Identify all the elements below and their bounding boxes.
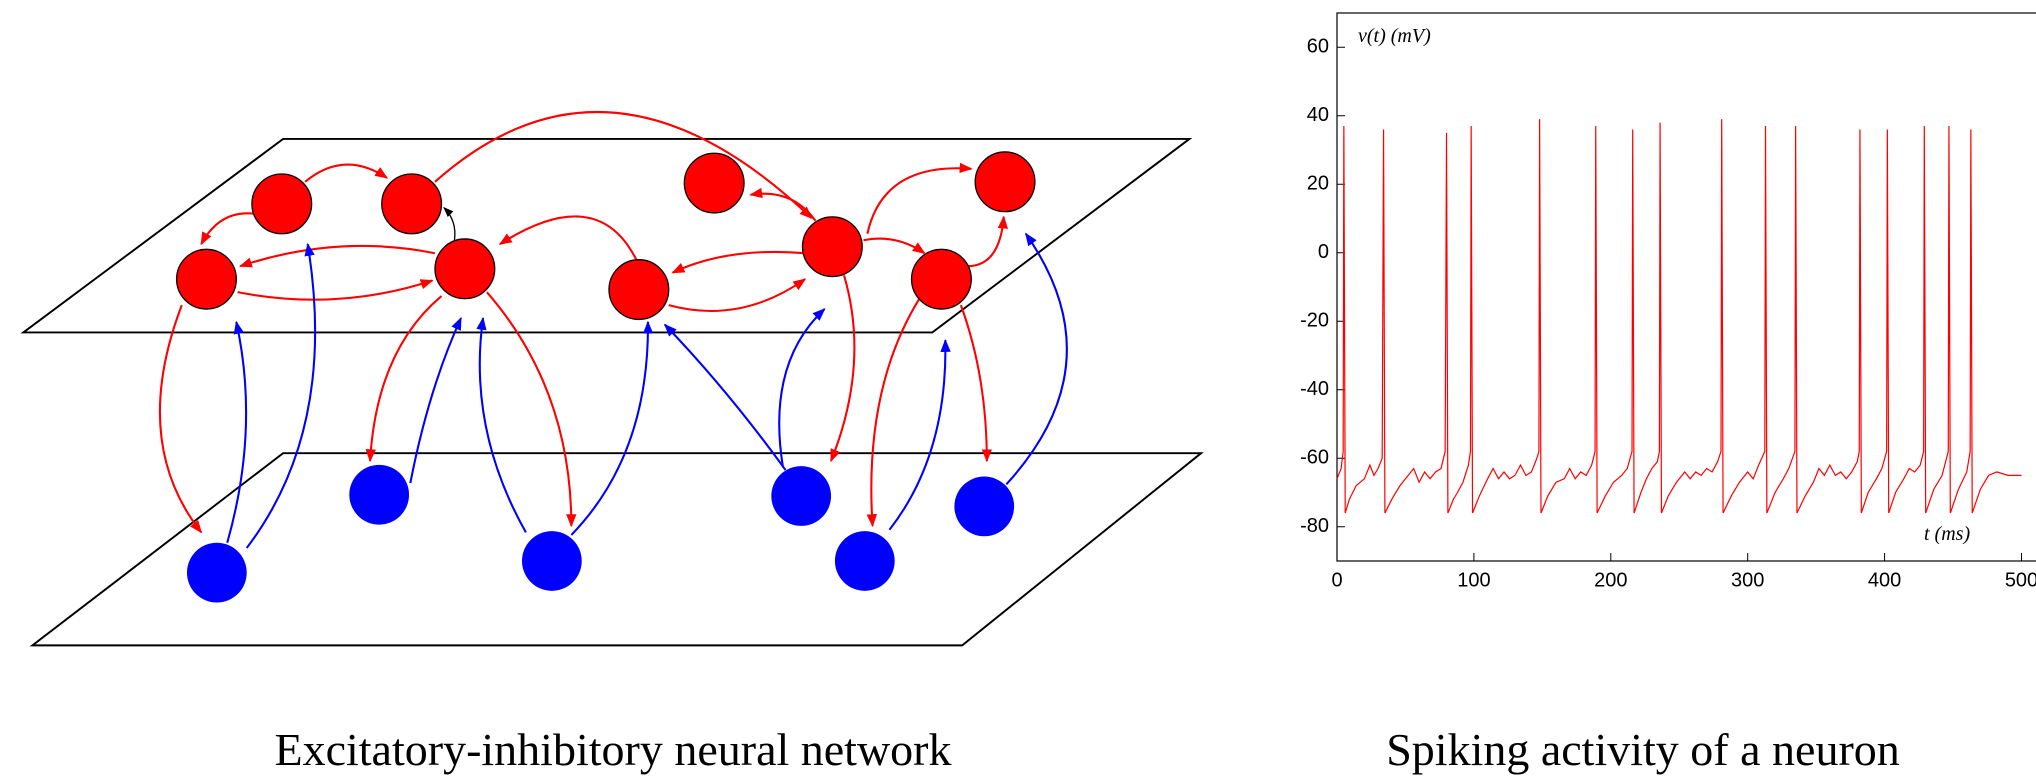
voltage-trace xyxy=(1336,119,2022,514)
red-connections xyxy=(158,110,1008,534)
y-tick-label: -60 xyxy=(1300,447,1329,469)
plot-frame xyxy=(1336,12,2036,562)
y-tick-label: 20 xyxy=(1307,173,1329,195)
network-diagram xyxy=(20,110,1204,647)
y-axis-label: v(t) (mV) xyxy=(1358,25,1431,47)
x-tick-label: 400 xyxy=(1868,569,1901,591)
x-axis-label: t (ms) xyxy=(1924,523,1970,545)
x-tick-label: 500 xyxy=(2005,569,2036,591)
chart-caption: Spiking activity of a neuron xyxy=(1386,724,1900,775)
x-tick-label: 100 xyxy=(1457,569,1490,591)
x-tick-label: 300 xyxy=(1731,569,1764,591)
y-tick-label: -80 xyxy=(1300,515,1329,537)
excitatory-plane xyxy=(20,137,1193,334)
y-tick-label: 0 xyxy=(1318,241,1329,263)
inhibitory-neurons xyxy=(186,464,1015,603)
blue-connections xyxy=(226,232,1068,549)
y-tick-label: 40 xyxy=(1307,104,1329,126)
excitatory-neurons xyxy=(175,151,1036,321)
diagram-caption: Excitatory-inhibitory neural network xyxy=(274,724,951,775)
x-tick-label: 0 xyxy=(1331,569,1342,591)
inhibitory-plane xyxy=(29,452,1204,647)
y-tick-label: -20 xyxy=(1300,310,1329,332)
x-tick-label: 200 xyxy=(1594,569,1627,591)
y-tick-label: 60 xyxy=(1307,36,1329,58)
y-tick-label: -40 xyxy=(1300,378,1329,400)
